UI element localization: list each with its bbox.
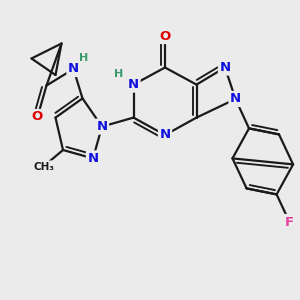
- Text: CH₃: CH₃: [33, 161, 54, 172]
- Text: O: O: [159, 29, 171, 43]
- Text: H: H: [80, 53, 88, 64]
- Text: N: N: [128, 78, 139, 91]
- Text: N: N: [87, 152, 99, 165]
- Text: N: N: [230, 92, 241, 106]
- Text: N: N: [159, 128, 171, 142]
- Text: H: H: [115, 69, 124, 79]
- Text: N: N: [219, 61, 231, 74]
- Text: O: O: [32, 110, 43, 124]
- Text: N: N: [68, 62, 79, 76]
- Text: F: F: [285, 215, 294, 229]
- Text: N: N: [96, 120, 108, 133]
